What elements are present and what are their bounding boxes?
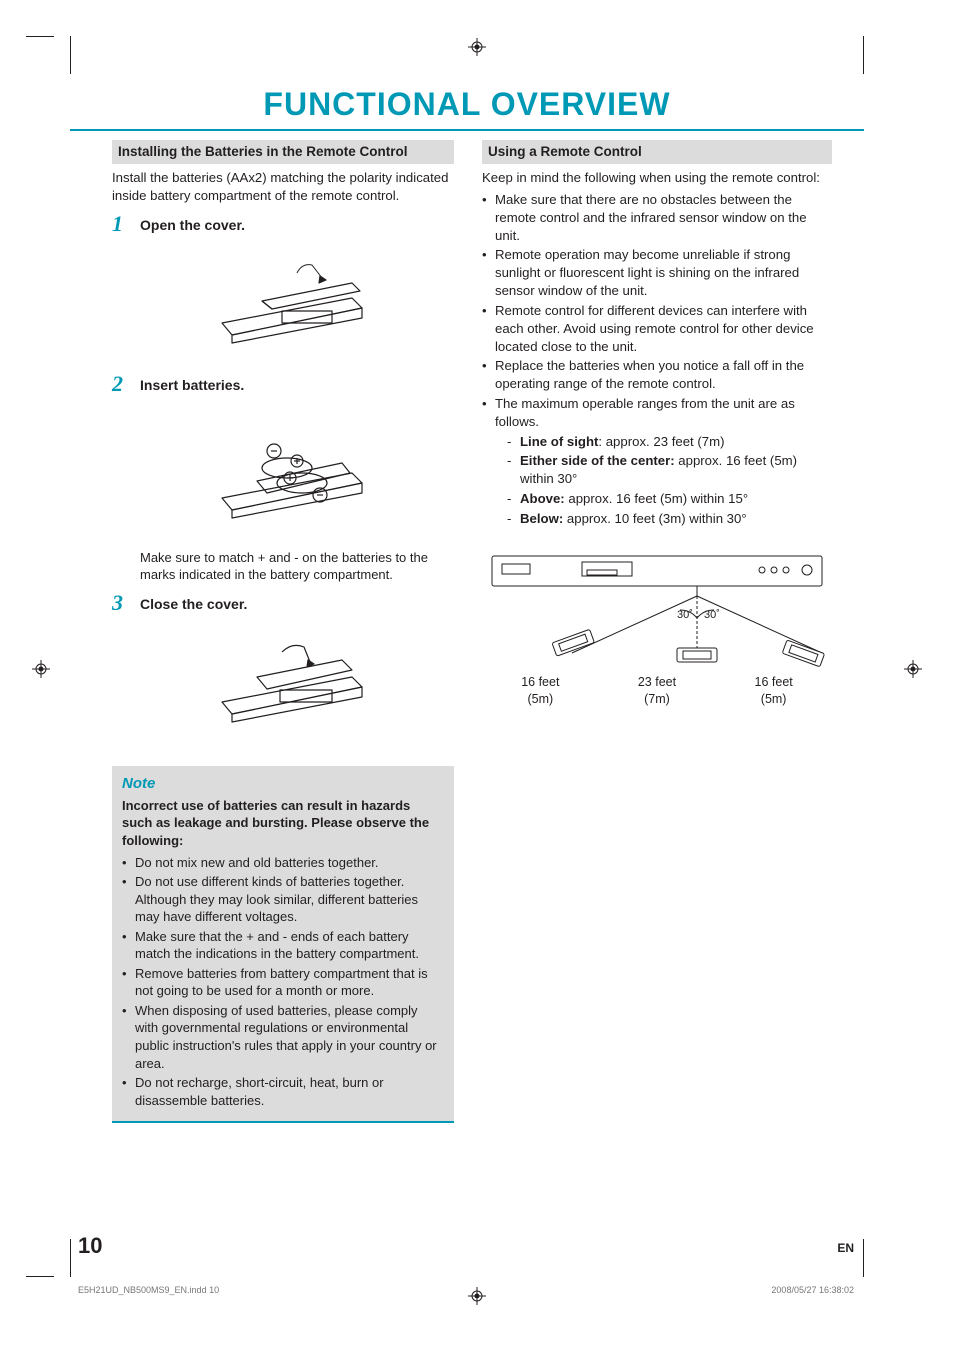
left-column: Installing the Batteries in the Remote C… xyxy=(112,140,454,1123)
page-title: FUNCTIONAL OVERVIEW xyxy=(70,86,864,131)
bullet-item: Remote operation may become unreliable i… xyxy=(495,246,832,299)
range-label: Below: xyxy=(520,511,563,526)
insert-batteries-illustration xyxy=(202,403,392,533)
note-item: Do not mix new and old batteries togethe… xyxy=(135,854,379,872)
note-item: Do not use different kinds of batteries … xyxy=(135,873,444,926)
bullet-item: The maximum operable ranges from the uni… xyxy=(495,396,795,429)
step-number: 3 xyxy=(112,592,130,744)
step-label: Open the cover. xyxy=(140,216,454,235)
language-code: EN xyxy=(837,1241,854,1255)
range-label: Above: xyxy=(520,491,565,506)
angle-label: 30˚ xyxy=(677,609,693,621)
range-diagram: 30˚ 30˚ 16 feet(5m) 23 feet(7m) 16 feet(… xyxy=(482,548,832,709)
footer: E5H21UD_NB500MS9_EN.indd 10 2008/05/27 1… xyxy=(78,1285,854,1295)
footer-file: E5H21UD_NB500MS9_EN.indd 10 xyxy=(78,1285,219,1295)
bullet-item: Make sure that there are no obstacles be… xyxy=(495,191,832,244)
note-list: Do not mix new and old batteries togethe… xyxy=(122,854,444,1110)
note-item: Do not recharge, short-circuit, heat, bu… xyxy=(135,1074,444,1109)
range-value: approx. 10 feet (3m) within 30° xyxy=(563,511,746,526)
bullet-item: Replace the batteries when you notice a … xyxy=(495,357,832,393)
crop-mark xyxy=(863,36,864,74)
range-sublist: Line of sight: approx. 23 feet (7m) Eith… xyxy=(507,433,832,528)
note-item: Make sure that the + and - ends of each … xyxy=(135,928,444,963)
note-lead: Incorrect use of batteries can result in… xyxy=(122,797,444,850)
range-distance: 16 feet(5m) xyxy=(755,674,793,708)
crop-mark xyxy=(26,1276,54,1277)
note-item: When disposing of used batteries, please… xyxy=(135,1002,444,1072)
section-heading: Installing the Batteries in the Remote C… xyxy=(112,140,454,164)
range-label: Line of sight xyxy=(520,434,598,449)
step-2: 2 Insert batteries. xyxy=(112,373,454,545)
step-1: 1 Open the cover. xyxy=(112,213,454,365)
bullet-item: Remote control for different devices can… xyxy=(495,302,832,355)
section-heading: Using a Remote Control xyxy=(482,140,832,164)
step-caption: Make sure to match + and - on the batter… xyxy=(140,549,454,584)
range-distance: 23 feet(7m) xyxy=(638,674,676,708)
crop-mark xyxy=(863,1239,864,1277)
page-number: 10 xyxy=(78,1233,102,1259)
registration-mark-icon xyxy=(32,660,50,678)
crop-mark xyxy=(70,36,71,74)
range-label: Either side of the center: xyxy=(520,453,675,468)
footer-timestamp: 2008/05/27 16:38:02 xyxy=(771,1285,854,1295)
step-label: Insert batteries. xyxy=(140,376,454,395)
note-heading: Note xyxy=(122,774,444,794)
note-box: Note Incorrect use of batteries can resu… xyxy=(112,766,454,1124)
step-3: 3 Close the cover. xyxy=(112,592,454,744)
bullet-list: Make sure that there are no obstacles be… xyxy=(482,191,832,530)
right-column: Using a Remote Control Keep in mind the … xyxy=(482,140,832,1123)
step-number: 2 xyxy=(112,373,130,545)
step-number: 1 xyxy=(112,213,130,365)
range-value: : approx. 23 feet (7m) xyxy=(598,434,724,449)
note-item: Remove batteries from battery compartmen… xyxy=(135,965,444,1000)
section-intro: Keep in mind the following when using th… xyxy=(482,169,832,187)
section-intro: Install the batteries (AAx2) matching th… xyxy=(112,169,454,205)
open-cover-illustration xyxy=(202,243,392,353)
crop-mark xyxy=(26,36,54,37)
registration-mark-icon xyxy=(468,38,486,56)
range-distance: 16 feet(5m) xyxy=(521,674,559,708)
close-cover-illustration xyxy=(202,622,392,732)
registration-mark-icon xyxy=(904,660,922,678)
step-label: Close the cover. xyxy=(140,595,454,614)
range-value: approx. 16 feet (5m) within 15° xyxy=(565,491,748,506)
crop-mark xyxy=(70,1239,71,1277)
angle-label: 30˚ xyxy=(704,609,720,621)
